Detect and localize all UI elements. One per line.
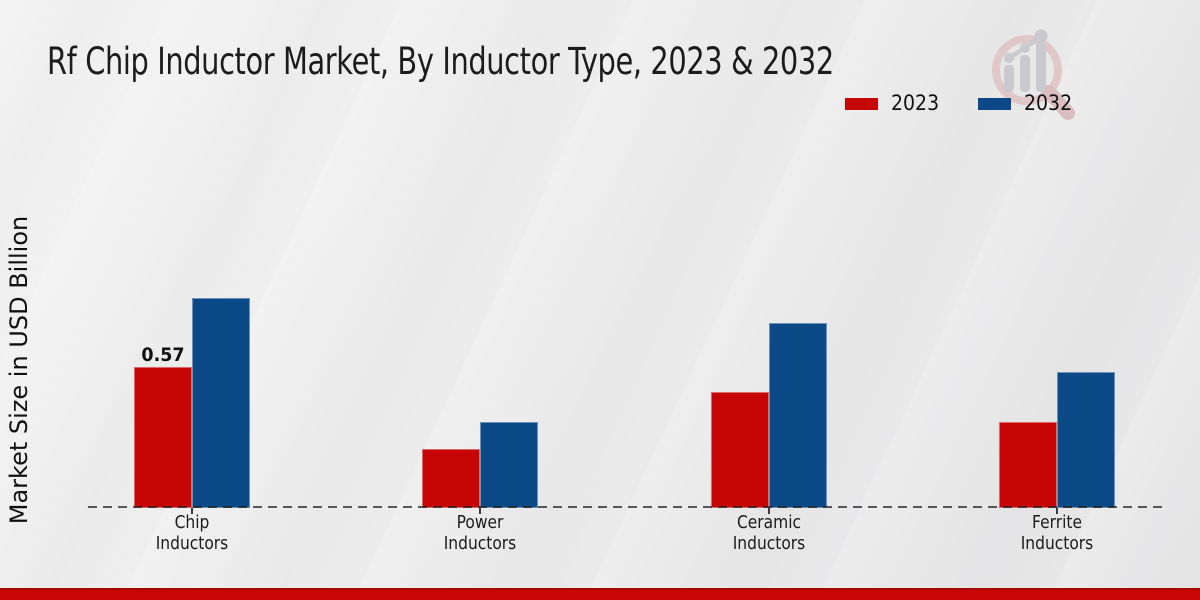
magnifier-ring-icon: [992, 35, 1062, 105]
legend-swatch-2032: [978, 97, 1012, 110]
x-tick-ceramic-inductors: [768, 508, 770, 514]
legend: 2023 2032: [845, 93, 1078, 114]
chart-title: Rf Chip Inductor Market, By Inductor Typ…: [47, 40, 834, 83]
x-tick-power-inductors: [479, 508, 481, 514]
x-axis-zero-line: [88, 506, 1163, 508]
legend-item-2032: 2032: [978, 93, 1077, 114]
x-tick-label-chip-inductors: Chip Inductors: [155, 512, 229, 554]
x-tick-label-ceramic-inductors: Ceramic Inductors: [732, 512, 806, 554]
x-tick-label-ferrite-inductors: Ferrite Inductors: [1020, 512, 1094, 554]
footer-accent-bar: [0, 588, 1200, 600]
bar-2032-power-inductors: [480, 422, 538, 508]
legend-swatch-2023: [845, 97, 878, 110]
magnifier-growth-logo: [992, 29, 1075, 120]
bar-2032-chip-inductors: [192, 298, 250, 508]
bar-value-label-0.57: 0.57: [141, 344, 185, 366]
bar-2023-ferrite-inductors: [999, 422, 1057, 508]
bar-2023-power-inductors: [422, 449, 480, 508]
bar-2023-chip-inductors: [134, 367, 192, 508]
x-tick-chip-inductors: [191, 508, 193, 514]
x-tick-label-power-inductors: Power Inductors: [443, 512, 517, 554]
x-tick-ferrite-inductors: [1056, 508, 1058, 514]
growth-bars-icon: [1004, 42, 1046, 92]
legend-label-2023: 2023: [891, 91, 940, 115]
legend-item-2023: 2023: [845, 93, 944, 114]
trend-dots-icon: [1004, 29, 1048, 63]
legend-label-2032: 2032: [1024, 91, 1073, 115]
bar-2032-ferrite-inductors: [1057, 372, 1115, 508]
magnifier-handle-icon: [1042, 85, 1075, 120]
bar-2023-ceramic-inductors: [711, 392, 769, 508]
bar-2032-ceramic-inductors: [769, 323, 827, 508]
